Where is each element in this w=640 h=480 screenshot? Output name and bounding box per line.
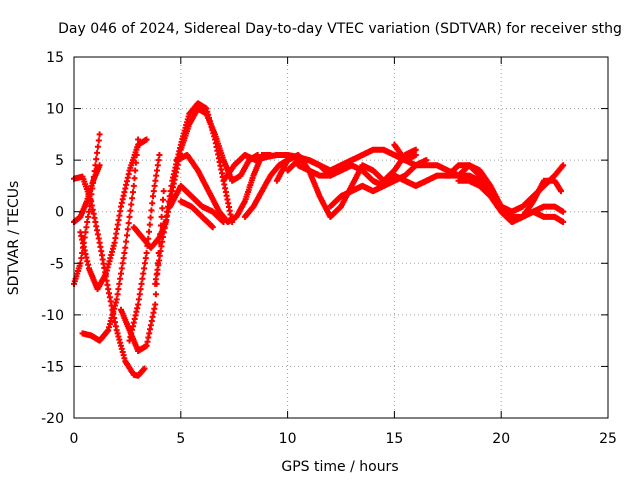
series-track-21 xyxy=(444,162,567,215)
series-points xyxy=(79,136,142,344)
x-tick-label: 20 xyxy=(492,431,510,447)
series-track-10 xyxy=(160,100,236,236)
series-points xyxy=(77,136,150,293)
series-track-13 xyxy=(177,198,216,231)
series-points xyxy=(126,152,163,344)
grid xyxy=(74,57,608,418)
y-tick-label: -20 xyxy=(41,411,64,427)
series-points xyxy=(444,162,567,215)
y-tick-label: 10 xyxy=(46,102,64,118)
x-tick-label: 10 xyxy=(279,431,297,447)
x-tick-label: 25 xyxy=(599,431,617,447)
series-track-22 xyxy=(455,177,567,225)
series-points xyxy=(160,100,236,236)
y-tick-label: -5 xyxy=(50,256,64,272)
x-tick-label: 15 xyxy=(385,431,403,447)
y-tick-label: -10 xyxy=(41,308,64,324)
series-points xyxy=(167,182,227,225)
x-tick-label: 0 xyxy=(70,431,79,447)
x-axis-label: GPS time / hours xyxy=(281,459,398,475)
series-track-7 xyxy=(126,152,163,344)
axis-ticks: 0 5 10 15 20 25 -20 -15 -10 -5 0 5 10 15 xyxy=(41,50,617,447)
series-track-11 xyxy=(167,182,227,225)
series-track-5 xyxy=(77,136,150,293)
series-track-8 xyxy=(130,219,169,251)
y-axis-label: SDTVAR / TECUs xyxy=(6,181,22,296)
plot-frame xyxy=(73,56,609,419)
series-points xyxy=(241,157,291,220)
y-tick-label: -15 xyxy=(41,359,64,375)
series-points xyxy=(130,219,169,251)
chart-title: Day 046 of 2024, Sidereal Day-to-day VTE… xyxy=(58,21,622,37)
series-track-4 xyxy=(79,136,142,344)
x-tick-label: 5 xyxy=(176,431,185,447)
y-tick-label: 0 xyxy=(55,205,64,221)
series-points xyxy=(177,198,216,231)
y-tick-label: 15 xyxy=(46,50,64,66)
y-tick-label: 5 xyxy=(55,153,64,169)
series-track-15 xyxy=(241,157,291,220)
series-points xyxy=(455,177,567,225)
